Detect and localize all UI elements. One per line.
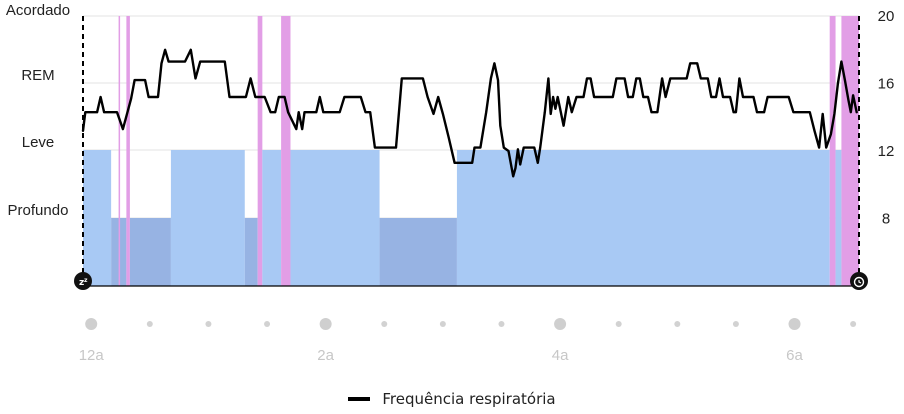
y-category-label: Profundo <box>8 202 69 219</box>
x-tick-dot-minor <box>381 321 388 327</box>
stage-block-leve <box>835 150 842 286</box>
x-tick-label: 6a <box>786 347 803 364</box>
stage-block-profundo <box>379 218 457 286</box>
y-category-label: Leve <box>22 134 55 151</box>
y-category-label: Acordado <box>6 2 70 19</box>
x-tick-dot-major <box>85 318 98 330</box>
x-tick-dot-minor <box>146 321 153 327</box>
series-line-respiratory-rate <box>81 48 858 178</box>
stage-block-leve <box>83 150 112 286</box>
legend-swatch <box>348 397 371 401</box>
x-tick-label: 4a <box>552 347 569 364</box>
sleep-zzz-glyph: z <box>84 277 88 284</box>
y-right-tick-label: 12 <box>878 143 895 160</box>
sleep-zzz-glyph: z <box>79 278 84 288</box>
x-tick-dot-minor <box>732 321 739 327</box>
legend-label: Frequência respiratória <box>382 390 556 408</box>
x-tick-label: 2a <box>317 347 334 364</box>
stage-block-acordado <box>829 16 836 286</box>
stage-block-leve <box>290 150 380 286</box>
x-tick-dot-minor <box>615 321 622 327</box>
y-right-tick-label: 16 <box>878 76 895 93</box>
stage-block-acordado <box>281 16 291 286</box>
sleep-zzz-icon <box>74 272 92 290</box>
stage-block-leve <box>170 150 245 286</box>
x-tick-dot-major <box>788 318 801 330</box>
y-right-tick-label: 8 <box>882 211 890 228</box>
alarm-clock-face <box>853 276 865 288</box>
x-tick-dot-minor <box>498 321 505 327</box>
y-category-label: REM <box>21 67 54 84</box>
stage-block-acordado <box>126 16 130 286</box>
chart-legend: Frequência respiratória <box>0 390 904 408</box>
x-tick-label: 12a <box>79 347 105 364</box>
stage-block-profundo <box>244 218 258 286</box>
stage-block-leve <box>262 150 282 286</box>
x-tick-dot-minor <box>205 321 212 327</box>
x-tick-dot-minor <box>850 321 857 327</box>
stage-block-acordado <box>841 16 859 286</box>
alarm-clock-hands <box>858 280 862 284</box>
x-tick-dot-minor <box>674 321 681 327</box>
stage-block-profundo <box>129 218 171 286</box>
x-tick-dot-major <box>319 318 332 330</box>
sleep-respiratory-chart: Acordado REM Leve Profundo 20 16 12 8 z z 12a 2a 4a 6… <box>6 2 895 364</box>
x-tick-dot-major <box>554 318 567 330</box>
x-tick-dot-minor <box>439 321 446 327</box>
stage-block-acordado <box>257 16 263 286</box>
x-tick-dot-minor <box>264 321 271 327</box>
y-right-tick-label: 20 <box>878 8 895 25</box>
stage-block-leve <box>456 150 830 286</box>
